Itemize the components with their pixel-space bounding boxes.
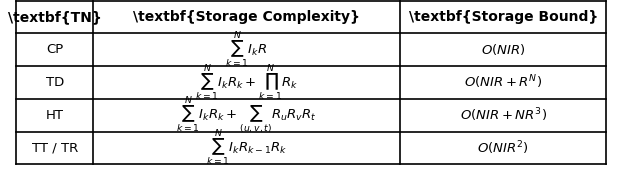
Text: \textbf{Storage Complexity}: \textbf{Storage Complexity}	[133, 10, 360, 24]
Text: $\mathit{O}(\mathit{NIR} + R^N)$: $\mathit{O}(\mathit{NIR} + R^N)$	[464, 74, 543, 91]
Text: $\mathit{O}(\mathit{NIR})$: $\mathit{O}(\mathit{NIR})$	[481, 42, 525, 57]
Text: $\mathit{O}(\mathit{NIR} + NR^3)$: $\mathit{O}(\mathit{NIR} + NR^3)$	[460, 106, 547, 124]
Text: $\sum_{k=1}^{N} I_k R$: $\sum_{k=1}^{N} I_k R$	[226, 29, 268, 70]
Text: CP: CP	[46, 43, 64, 56]
Text: \textbf{Storage Bound}: \textbf{Storage Bound}	[408, 10, 598, 24]
Text: HT: HT	[46, 109, 64, 122]
Text: TD: TD	[46, 76, 64, 89]
Text: $\sum_{k=1}^{N} I_k R_k + \sum_{(u,v,t)} R_u R_v R_t$: $\sum_{k=1}^{N} I_k R_k + \sum_{(u,v,t)}…	[176, 94, 317, 136]
Text: $\mathit{O}(\mathit{NIR}^2)$: $\mathit{O}(\mathit{NIR}^2)$	[477, 139, 529, 157]
Text: \textbf{TN}: \textbf{TN}	[8, 10, 102, 24]
Text: $\sum_{k=1}^{N} I_k R_{k-1} R_k$: $\sum_{k=1}^{N} I_k R_{k-1} R_k$	[206, 128, 287, 168]
Text: TT / TR: TT / TR	[32, 141, 78, 154]
Text: $\sum_{k=1}^{N} I_k R_k + \prod_{k=1}^{N} R_k$: $\sum_{k=1}^{N} I_k R_k + \prod_{k=1}^{N…	[195, 62, 298, 103]
